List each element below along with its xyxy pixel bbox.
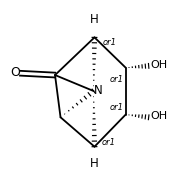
Text: or1: or1: [110, 75, 124, 84]
Text: OH: OH: [150, 60, 167, 70]
Text: O: O: [10, 66, 20, 79]
Text: OH: OH: [150, 111, 167, 121]
Text: or1: or1: [102, 138, 116, 147]
Text: H: H: [90, 14, 99, 26]
Text: N: N: [94, 84, 103, 97]
Text: or1: or1: [109, 103, 123, 112]
Text: or1: or1: [103, 38, 117, 46]
Text: H: H: [90, 157, 99, 170]
